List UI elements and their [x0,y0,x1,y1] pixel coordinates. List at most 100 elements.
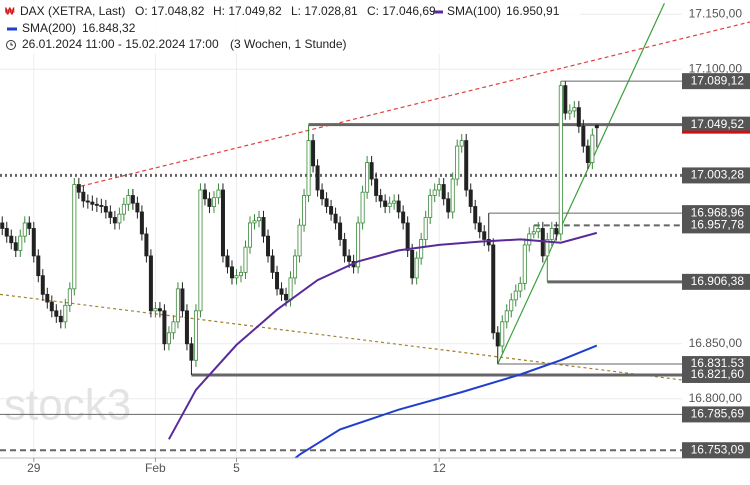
candle-body [103,206,108,213]
candle-body [522,244,527,284]
candle-body [342,239,347,257]
candle-body [320,189,325,200]
candle-body [450,178,455,213]
candle-body [477,222,482,233]
candle-body [175,288,180,323]
level-label: 17.003,28 [691,168,745,182]
candle-body [581,125,586,147]
candle-body [112,217,117,224]
candle-body [49,301,54,312]
candle-body [428,195,433,218]
candle-body [171,321,176,334]
candle-body [360,191,365,224]
candle-body [266,235,271,257]
candle-body [338,222,343,240]
candle-body [58,315,63,323]
candle-body [202,189,207,200]
legend-name: SMA(100) [447,4,501,18]
candle-body [238,271,243,277]
candle-body [130,195,135,204]
candle-body [441,184,446,200]
clock-icon [6,40,16,50]
candle-body [148,255,153,312]
legend-value: 16.950,91 [506,4,560,18]
level-label-bg [682,442,750,459]
candle-body [207,198,212,207]
level-label-bg [682,73,750,90]
candle-body [247,222,252,248]
candle-body [306,140,311,196]
candle-body [121,203,126,215]
level-label: 17.049,52 [691,117,745,131]
trend-line [497,3,665,365]
legend-name: SMA(200) [22,21,76,35]
sma-line [168,231,598,440]
clock-hands [10,42,13,46]
candle-body [126,195,131,205]
candle-body [63,304,68,323]
candle-body [365,162,370,193]
candle-body [139,211,144,235]
candle-body [225,255,230,268]
candle-body [495,332,500,347]
level-label: 17.089,12 [691,73,745,87]
candle-body [275,271,280,290]
candle-body [144,233,149,257]
candle-body [531,231,536,235]
level-label: 16.968,96 [691,205,745,219]
candle-body [293,255,298,279]
candle-body [567,110,572,114]
candle-body [383,200,388,207]
candle-body [76,184,81,193]
candle-body [504,310,509,323]
candle-body [31,228,36,257]
candle-body [369,162,374,180]
open: O: 17.048,82 [135,4,205,18]
candle-body [536,228,541,233]
level-label: 16.753,09 [691,442,745,456]
candle-body [392,200,397,204]
candle-body [374,178,379,196]
y-tick-label: 16.800,00 [689,391,743,405]
close: C: 17.046,69 [367,4,436,18]
candle-body [189,343,194,361]
candle-body [464,140,469,191]
candle-body [329,206,334,215]
candle-body [437,184,442,191]
candle-body [333,213,338,224]
candle-body [0,222,5,229]
candle-body [473,206,478,224]
candle-body [347,255,352,262]
candle-body [590,134,595,163]
candle-body [324,198,329,207]
x-tick-label: 29 [27,461,41,475]
candle-body [198,189,203,312]
candle-body [220,189,225,257]
candle-body [27,222,32,229]
candle-body [576,107,581,127]
symbol: DAX (XETRA, Last) [20,4,125,18]
candle-body [9,235,14,244]
candle-body [252,220,257,224]
candle-body [302,195,307,226]
candle-body [432,189,437,196]
candle-body [500,321,505,347]
candle-body [410,250,415,279]
watermark: stock3 [4,381,131,430]
level-label: 16.957,78 [691,218,745,232]
candle-body [261,217,266,237]
candle-body [509,299,514,312]
candle-body [18,235,23,251]
candle-body [166,332,171,345]
level-label-bg [682,273,750,290]
candle-body [455,145,460,180]
level-label: 16.785,69 [691,407,745,421]
candle-body [13,242,18,251]
candle-body [419,239,424,259]
candle-body [387,202,392,207]
candle-body [594,125,599,129]
header-bg [0,2,580,54]
candle-body [311,140,316,167]
candle-body [72,184,77,290]
candle-body [234,275,239,279]
